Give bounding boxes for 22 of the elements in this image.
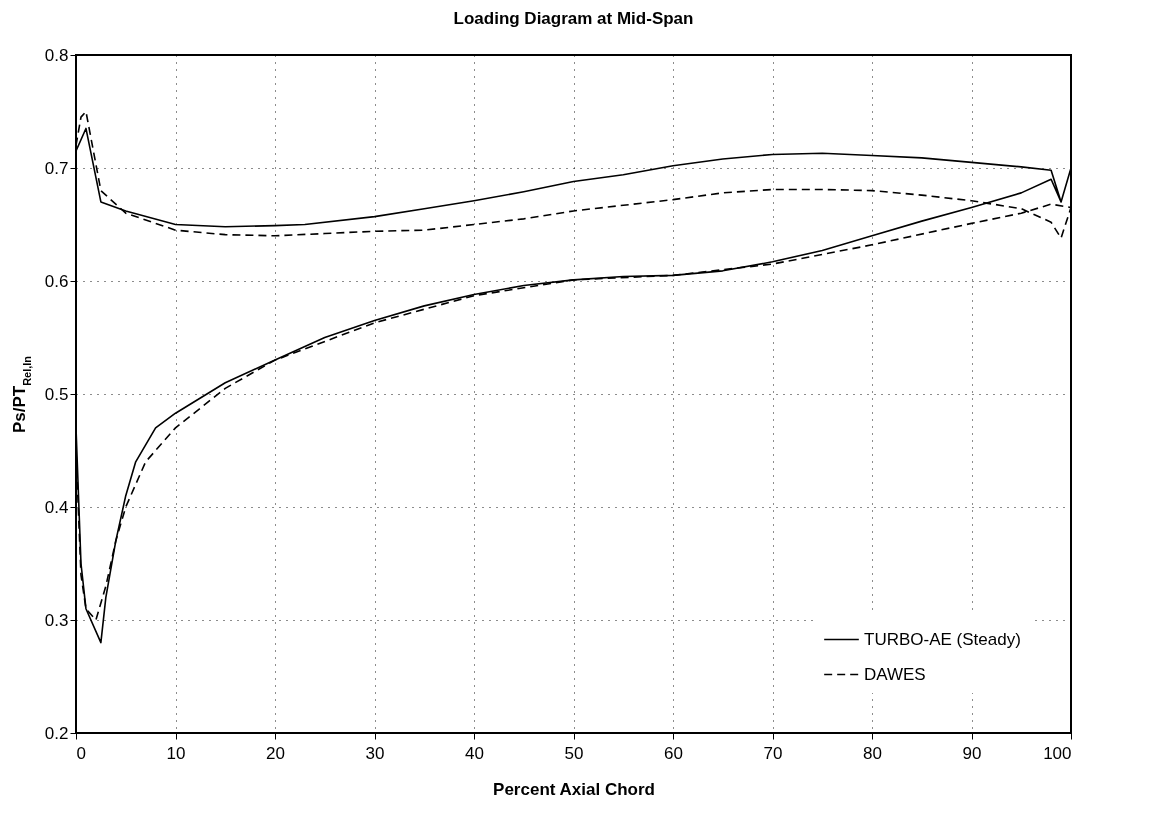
chart-title: Loading Diagram at Mid-Span (453, 9, 694, 28)
y-tick-label: 0.6 (44, 271, 69, 291)
x-tick-label: 10 (166, 743, 186, 763)
y-tick-label: 0.5 (44, 384, 69, 404)
x-tick-label: 0 (76, 743, 86, 763)
y-tick-label: 0.2 (44, 723, 69, 743)
legend-label: TURBO-AE (Steady) (864, 629, 1021, 649)
y-tick-label: 0.3 (44, 610, 69, 630)
x-tick-label: 90 (962, 743, 982, 763)
x-tick-label: 80 (863, 743, 882, 763)
x-tick-label: 20 (266, 743, 285, 763)
x-tick-label: 100 (1043, 743, 1072, 763)
y-tick-label: 0.4 (44, 497, 69, 517)
x-tick-label: 70 (763, 743, 783, 763)
x-tick-label: 50 (564, 743, 584, 763)
x-tick-label: 40 (465, 743, 484, 763)
y-tick-label: 0.7 (44, 158, 69, 178)
x-axis-title: Percent Axial Chord (493, 779, 655, 799)
x-tick-label: 30 (365, 743, 385, 763)
x-tick-label: 60 (664, 743, 683, 763)
y-tick-label: 0.8 (44, 45, 69, 65)
legend-label: DAWES (864, 664, 926, 684)
